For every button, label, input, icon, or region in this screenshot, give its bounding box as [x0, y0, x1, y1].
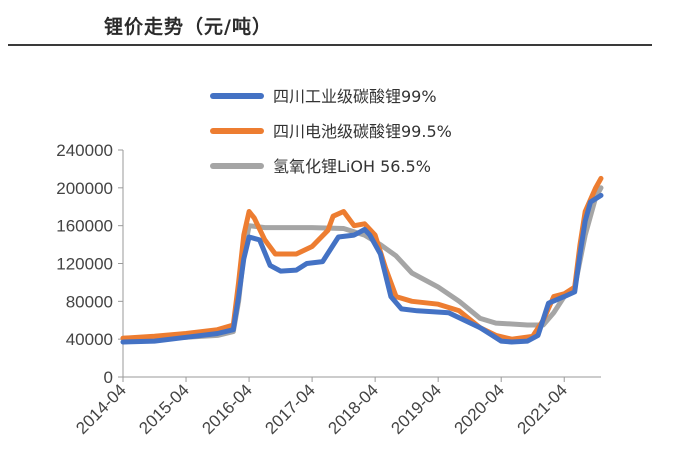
legend: 四川工业级碳酸锂99% 四川电池级碳酸锂99.5% 氢氧化锂LiOH 56.5%	[210, 87, 452, 176]
y-tick-label: 240000	[56, 141, 113, 160]
y-tick-label: 80000	[66, 292, 113, 311]
x-tick-label: 2015-04	[135, 380, 193, 438]
title-divider	[8, 44, 652, 46]
x-tick-label: 2017-04	[261, 380, 319, 438]
x-tick-label: 2014-04	[72, 380, 130, 438]
legend-label: 四川电池级碳酸锂99.5%	[273, 122, 452, 141]
legend-label: 四川工业级碳酸锂99%	[273, 87, 437, 106]
y-tick-label: 40000	[66, 330, 113, 349]
legend-label: 氢氧化锂LiOH 56.5%	[273, 157, 431, 176]
y-tick-label: 120000	[56, 255, 113, 274]
x-tick-label: 2018-04	[324, 380, 382, 438]
x-tick-label: 2016-04	[198, 380, 256, 438]
y-tick-label: 0	[104, 368, 113, 387]
y-tick-label: 160000	[56, 217, 113, 236]
x-tick-label: 2019-04	[387, 380, 445, 438]
x-tick-label: 2020-04	[450, 380, 508, 438]
series-line-1	[120, 192, 604, 345]
axes: 0 40000 80000 120000 160000 200000 240000 2014-…	[56, 141, 601, 438]
series-line-2	[120, 175, 604, 342]
chart-title: 锂价走势（元/吨）	[104, 16, 272, 38]
x-tick-label: 2021-04	[514, 380, 572, 438]
series-lines	[120, 175, 604, 345]
y-tick-label: 200000	[56, 179, 113, 198]
series-line-3	[120, 185, 604, 341]
